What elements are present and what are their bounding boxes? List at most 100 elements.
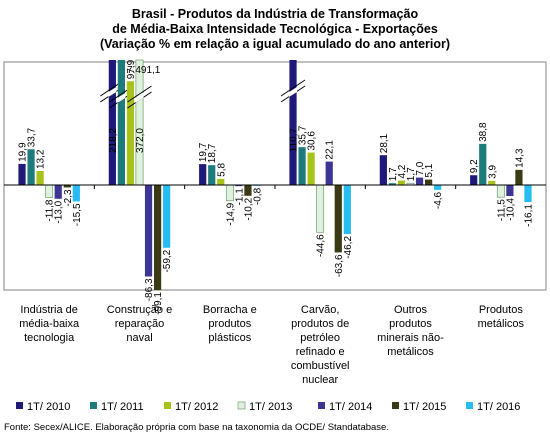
data-label: 22,1 <box>325 140 336 160</box>
bar <box>27 149 35 185</box>
data-label: -10,2 <box>243 197 254 220</box>
category-label-line: metálicos <box>478 318 525 330</box>
bar <box>496 184 505 198</box>
bar <box>379 155 387 185</box>
bar <box>45 184 54 198</box>
bar <box>208 165 216 185</box>
bar <box>325 161 333 185</box>
bar <box>515 169 523 185</box>
data-label: -0,8 <box>252 187 263 205</box>
bars-layer <box>18 59 532 291</box>
category-label-line: combustível <box>291 360 350 372</box>
category-label-line: produtos <box>389 318 432 330</box>
axis-break-mark <box>127 85 152 109</box>
chart-title: Brasil - Produtos da Indústria de Transf… <box>100 7 450 51</box>
legend-label: 1T/ 2011 <box>101 401 144 413</box>
bar <box>289 60 297 185</box>
legend-item: 1T/ 2011 <box>90 401 144 413</box>
data-label: 218,2 <box>108 128 119 153</box>
legend-label: 1T/ 2010 <box>27 401 70 413</box>
category-label: Outros produtos minerais não-metálicos <box>377 304 444 358</box>
bar <box>144 185 153 277</box>
bar <box>225 184 234 202</box>
bar <box>415 177 424 185</box>
bar <box>334 185 342 253</box>
legend-item: 1T/ 2016 <box>466 401 520 413</box>
category-label-line: Produtos <box>479 304 524 316</box>
data-label: 7,0 <box>415 161 426 175</box>
bar <box>235 185 243 187</box>
bar <box>126 81 135 185</box>
category-label-line: Construção e <box>107 304 172 316</box>
legend-item: 1T/ 2013 <box>237 401 292 413</box>
data-label: -99,1 <box>153 292 164 315</box>
bar <box>18 163 26 185</box>
legend-label: 1T/ 2013 <box>249 401 292 413</box>
data-label: -11,8 <box>45 199 56 221</box>
category-label-line: Carvão, <box>301 304 340 316</box>
data-label: -44,6 <box>316 234 327 257</box>
legend-item: 1T/ 2014 <box>318 401 372 413</box>
data-label: 18,7 <box>207 143 218 163</box>
category-label: Construção e reparação naval <box>107 304 172 344</box>
category-label-line: refinado e <box>296 346 345 358</box>
category-label-line: reparação <box>115 318 165 330</box>
data-label: 30,6 <box>307 131 318 151</box>
data-label: 13,2 <box>36 149 47 169</box>
bar <box>163 185 171 248</box>
data-label: 38,8 <box>478 122 489 142</box>
bar <box>217 178 225 185</box>
category-labels: Indústria de média-baixa tecnologia Constru… <box>19 304 524 386</box>
category-label: Borracha e produtos plásticos <box>203 304 257 344</box>
data-label: 1,7 <box>388 167 399 181</box>
data-label: -15,5 <box>72 203 83 226</box>
legend-item: 1T/ 2012 <box>164 401 218 413</box>
category-label-line: Borracha e <box>203 304 257 316</box>
bar <box>117 60 125 185</box>
bar <box>108 60 116 185</box>
data-label: -46,2 <box>343 236 354 259</box>
data-labels-layer: 19,9 218,2 19,7 110,7 28,1 9,2 33,7 7.491,1 18,7… <box>18 59 535 315</box>
category-label-line: tecnologia <box>24 332 75 344</box>
data-label: -1,1 <box>234 188 245 206</box>
chart-title-line: (Variação % em relação a igual acumulado… <box>100 37 450 51</box>
legend-label: 1T/ 2015 <box>403 401 446 413</box>
chart-title-line: de Média-Baixa Intensidade Tecnológica -… <box>112 22 438 36</box>
bar <box>244 185 252 196</box>
legend-swatch <box>237 401 246 410</box>
data-label: -13,0 <box>54 200 65 223</box>
bar <box>72 185 80 202</box>
category-label-line: produtos de <box>291 318 349 330</box>
chart-title-line: Brasil - Produtos da Indústria de Transf… <box>132 7 419 21</box>
data-label: -10,4 <box>505 198 516 221</box>
data-label: 3,9 <box>487 165 498 179</box>
data-label: -2,3 <box>63 189 74 207</box>
legend-swatch <box>90 402 97 409</box>
category-label-line: Indústria de <box>20 304 77 316</box>
bar <box>434 185 442 190</box>
category-separators <box>93 185 457 189</box>
data-label: 7.491,1 <box>127 65 161 76</box>
category-label-line: plásticos <box>208 332 251 344</box>
data-label: 5,8 <box>216 163 227 177</box>
data-label: -11,5 <box>496 199 507 221</box>
bar <box>54 185 62 199</box>
category-label-line: minerais não- <box>377 332 444 344</box>
bar <box>470 175 478 185</box>
data-label: 372,0 <box>135 128 146 153</box>
category-label-line: produtos <box>208 318 251 330</box>
category-label-line: média-baixa <box>19 318 80 330</box>
category-label: Produtos metálicos <box>478 304 525 330</box>
legend-swatch <box>466 402 473 409</box>
data-label: 5,1 <box>424 163 435 177</box>
data-label: 19,7 <box>198 142 209 162</box>
category-label: Carvão, produtos de petróleo refinado e comb… <box>291 304 350 386</box>
legend-swatch <box>392 402 399 409</box>
bar <box>524 185 532 203</box>
bar <box>425 179 433 185</box>
source-note: Fonte: Secex/ALICE. Elaboração própria c… <box>4 422 389 433</box>
category-label-line: Outros <box>394 304 428 316</box>
bar <box>135 59 144 186</box>
